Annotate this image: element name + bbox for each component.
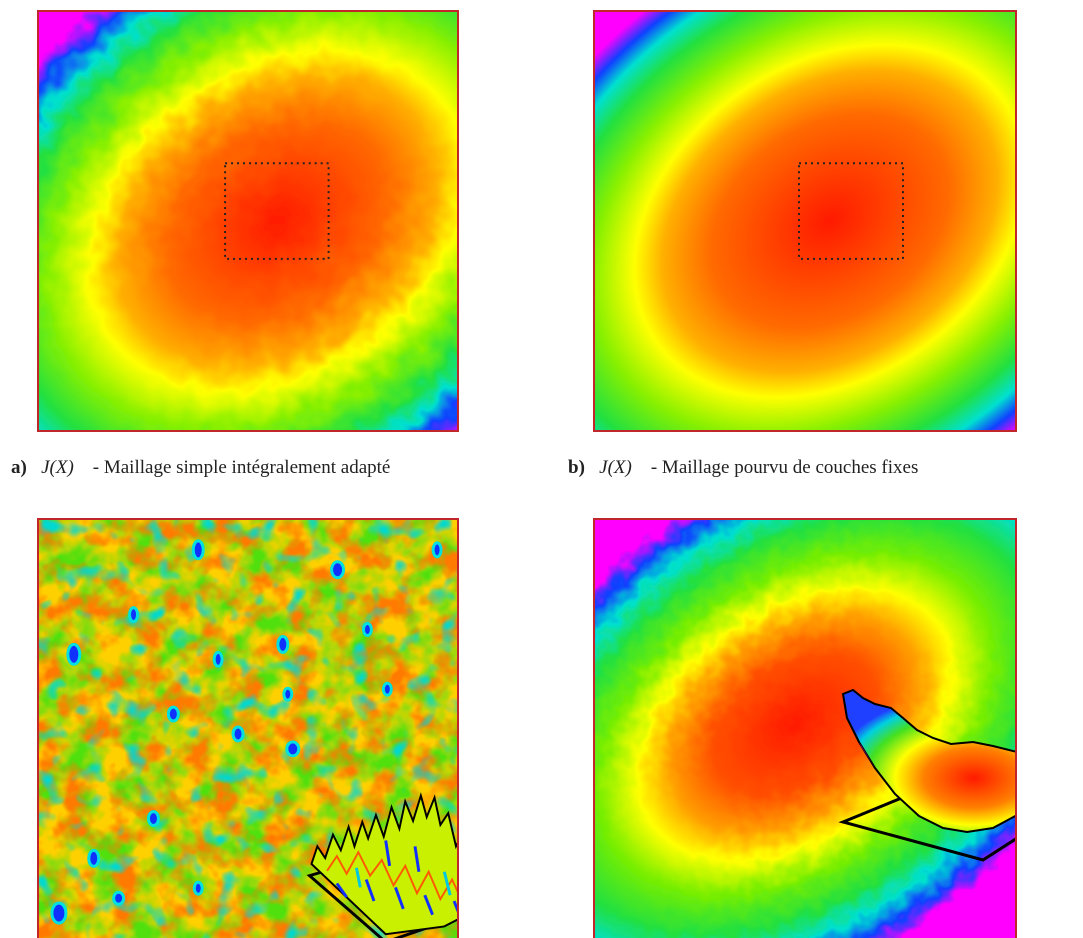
- caption-a-text: - Maillage simple intégralement adapté: [92, 457, 391, 478]
- caption-b: b) J(X) - Maillage pourvu de couches fix…: [568, 457, 918, 479]
- heatmap-d-graphic: [595, 520, 1015, 938]
- caption-b-text: - Maillage pourvu de couches fixes: [650, 457, 919, 478]
- zoom-region-box-a: [224, 162, 330, 260]
- low-value-spots: [50, 539, 443, 925]
- surface-3d-inset-d: [838, 688, 1015, 862]
- heatmap-panel-b: [593, 10, 1017, 432]
- caption-a: a) J(X) - Maillage simple intégralement …: [11, 457, 390, 479]
- surface-3d-inset-c: [306, 792, 457, 938]
- heatmap-panel-c: [37, 518, 459, 938]
- heatmap-b-graphic: [595, 12, 1015, 430]
- zoom-region-box-b: [798, 162, 904, 260]
- caption-b-label: b): [568, 457, 585, 478]
- caption-b-quantity: J(X): [599, 457, 632, 478]
- heatmap-a-graphic: [39, 12, 457, 430]
- heatmap-panel-d: [593, 518, 1017, 938]
- caption-a-quantity: J(X): [41, 457, 74, 478]
- caption-a-label: a): [11, 457, 27, 478]
- heatmap-panel-a: [37, 10, 459, 432]
